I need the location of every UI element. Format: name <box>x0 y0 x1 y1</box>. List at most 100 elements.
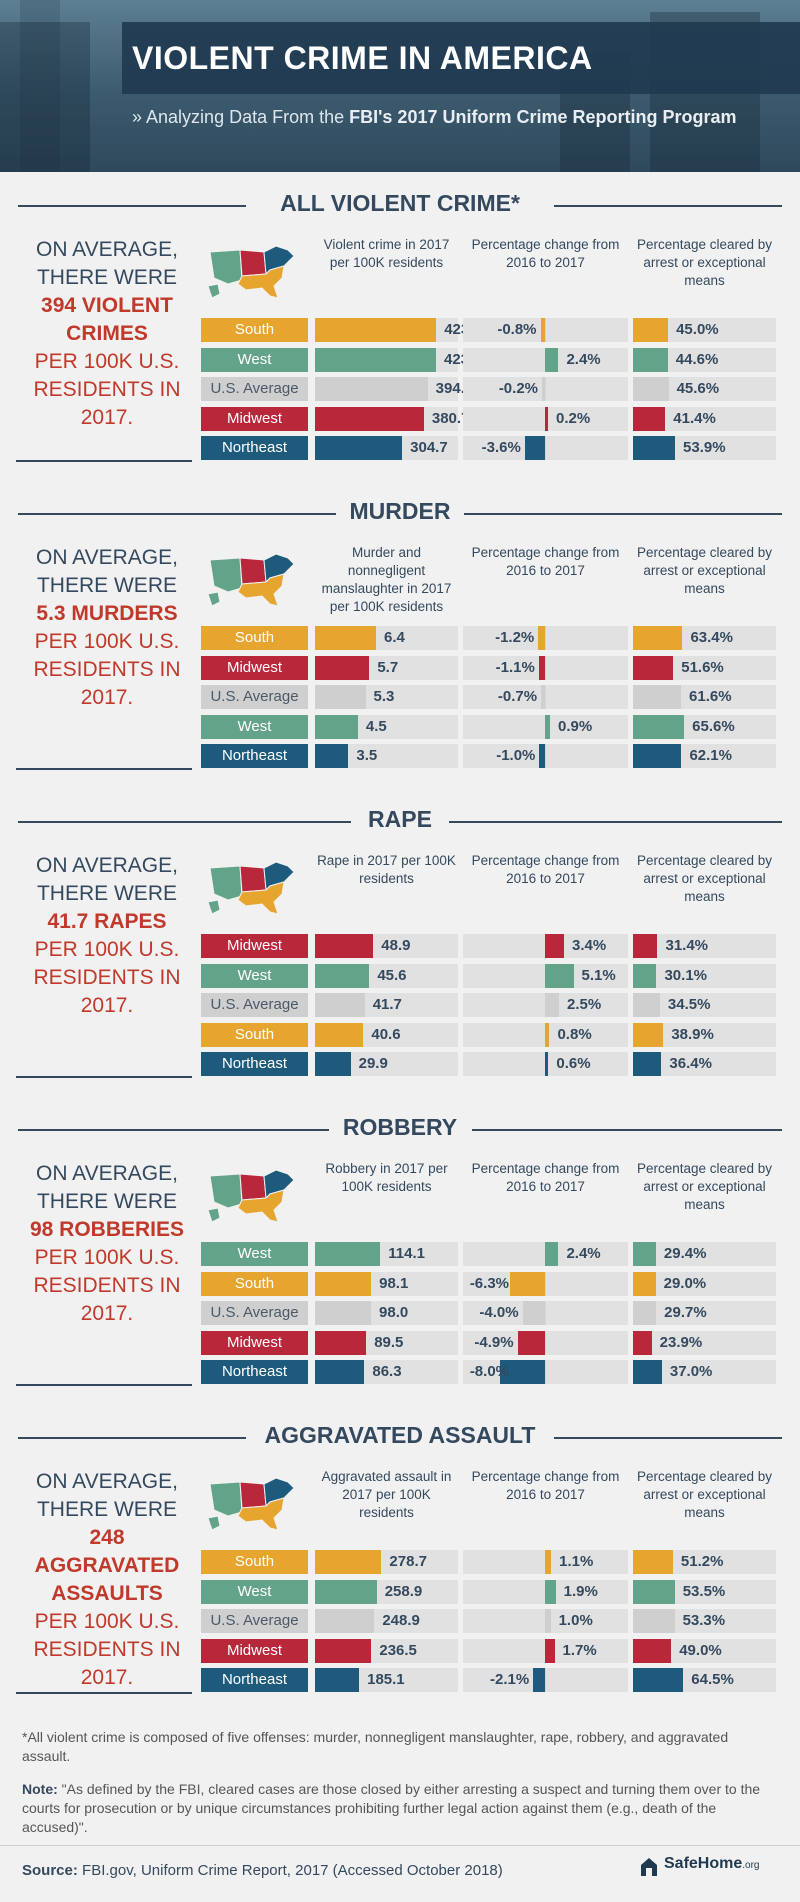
rate-bar <box>315 993 365 1017</box>
rate-cell: 5.7 <box>315 655 458 680</box>
cleared-bar <box>633 1638 672 1663</box>
rate-bar <box>315 744 349 768</box>
change-value: 3.4% <box>572 937 607 954</box>
rate-value: 48.9 <box>381 937 411 954</box>
stat-post: PER 100K U.S. RESIDENTS IN 2017. <box>33 1246 181 1325</box>
subtitle-arrows-icon: » <box>132 107 143 127</box>
rate-value: 5.7 <box>377 658 399 676</box>
change-value: -0.2% <box>498 380 538 397</box>
rate-value: 6.4 <box>384 629 405 646</box>
cleared-bar <box>633 436 676 460</box>
cleared-cell: 41.4% <box>633 406 776 431</box>
change-bar <box>517 1330 545 1355</box>
table-row: South 6.4 -1.2% 63.4% <box>0 626 800 652</box>
rate-cell: 48.9 <box>315 934 458 958</box>
cleared-bar <box>633 406 666 431</box>
stat-pre: ON AVERAGE, THERE WERE <box>36 854 178 905</box>
change-bar <box>500 1360 545 1384</box>
rate-value: 278.7 <box>389 1553 427 1570</box>
change-cell: 1.9% <box>463 1579 628 1604</box>
stat-underline <box>16 768 192 770</box>
rate-bar <box>315 436 403 460</box>
note-label: Note: <box>22 1781 58 1797</box>
change-cell: -6.3% <box>463 1271 628 1296</box>
region-label: U.S. Average <box>201 1301 308 1325</box>
region-label: Midwest <box>201 934 308 958</box>
table-row: Northeast 86.3 -8.0% 37.0% <box>0 1360 800 1386</box>
average-stat: ON AVERAGE, THERE WERE 394 VIOLENT CRIMES… <box>16 236 198 432</box>
change-bar <box>545 934 565 958</box>
column-header-1: Aggravated assault in 2017 per 100K resi… <box>321 1469 452 1520</box>
cleared-bar <box>633 963 657 988</box>
stat-pre: ON AVERAGE, THERE WERE <box>36 1470 178 1521</box>
cleared-cell: 53.5% <box>633 1579 776 1604</box>
cleared-value: 41.4% <box>673 409 716 427</box>
table-row: West 258.9 1.9% 53.5% <box>0 1579 800 1606</box>
cleared-value: 51.6% <box>681 658 724 676</box>
table-row: U.S. Average 5.3 -0.7% 61.6% <box>0 685 800 711</box>
section-all-violent-crime: ALL VIOLENT CRIME* ON AVERAGE, THERE WERE… <box>0 190 800 480</box>
cleared-value: 36.4% <box>669 1055 712 1072</box>
cleared-bar <box>633 1668 684 1692</box>
change-bar <box>538 655 545 680</box>
change-value: 1.0% <box>558 1612 593 1629</box>
rate-value: 45.6 <box>377 966 407 984</box>
stat-underline <box>16 1076 192 1078</box>
region-label: Northeast <box>201 1360 308 1384</box>
heading-rule-right <box>554 205 782 207</box>
section-title: AGGRAVATED ASSAULT <box>18 1422 782 1449</box>
table-row: U.S. Average 248.9 1.0% 53.3% <box>0 1609 800 1635</box>
cleared-value: 29.7% <box>664 1304 707 1321</box>
cleared-cell: 23.9% <box>633 1330 776 1355</box>
rate-cell: 114.1 <box>315 1242 458 1266</box>
cleared-bar <box>633 1360 662 1384</box>
rate-value: 4.5 <box>365 717 387 735</box>
cleared-value: 30.1% <box>664 966 708 984</box>
change-bar <box>545 963 574 988</box>
rate-cell: 6.4 <box>315 626 458 650</box>
rate-value: 98.1 <box>379 1274 409 1292</box>
rate-value: 5.3 <box>373 688 395 705</box>
region-label: Northeast <box>201 436 308 460</box>
region-label: Midwest <box>201 655 308 680</box>
change-cell: -1.0% <box>463 744 628 768</box>
change-bar <box>533 1668 545 1692</box>
region-label: West <box>201 347 308 372</box>
region-label: South <box>201 626 308 650</box>
cleared-cell: 63.4% <box>633 626 776 650</box>
change-cell: 3.4% <box>463 934 628 958</box>
table-row: West 4.5 0.9% 65.6% <box>0 714 800 741</box>
cleared-value: 64.5% <box>691 1671 734 1688</box>
cleared-cell: 30.1% <box>633 963 776 988</box>
section-title: MURDER <box>18 498 782 525</box>
region-label: South <box>201 1022 308 1047</box>
section-title: ALL VIOLENT CRIME* <box>18 190 782 217</box>
section-heading: MURDER <box>18 498 782 528</box>
change-value: -1.1% <box>495 658 535 676</box>
cleared-cell: 31.4% <box>633 934 776 958</box>
change-bar <box>545 714 551 739</box>
cleared-bar <box>633 318 669 342</box>
table-row: U.S. Average 394.0 -0.2% 45.6% <box>0 377 800 403</box>
rate-bar <box>315 655 370 680</box>
rate-bar <box>315 1668 360 1692</box>
heading-rule-left <box>18 1437 246 1439</box>
rate-cell: 89.5 <box>315 1330 458 1355</box>
source: Source: FBI.gov, Uniform Crime Report, 2… <box>22 1862 503 1879</box>
cleared-value: 29.0% <box>663 1274 707 1292</box>
change-bar <box>545 1052 549 1076</box>
rate-value: 89.5 <box>374 1333 404 1351</box>
change-value: 0.8% <box>557 1025 592 1043</box>
rate-value: 114.1 <box>388 1245 425 1262</box>
column-header-1: Murder and nonnegligent manslaughter in … <box>321 545 452 614</box>
rate-cell: 185.1 <box>315 1668 458 1692</box>
rate-value: 98.0 <box>379 1304 409 1321</box>
column-header-3: Percentage cleared by arrest or exceptio… <box>636 1469 773 1520</box>
cleared-cell: 45.6% <box>633 377 776 401</box>
table-row: Midwest 236.5 1.7% 49.0% <box>0 1638 800 1665</box>
rate-bar <box>315 347 436 372</box>
header-banner: VIOLENT CRIME IN AMERICA » Analyzing Dat… <box>0 0 800 172</box>
cleared-bar <box>633 1330 652 1355</box>
heading-rule-left <box>18 821 351 823</box>
cleared-value: 29.4% <box>663 1245 707 1262</box>
